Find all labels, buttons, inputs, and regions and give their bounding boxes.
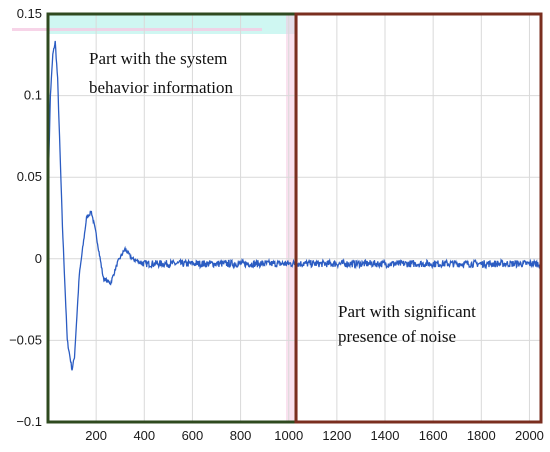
ticks: 200 400 600 800 1000 1200 1400 1600 1800 2000 −0.1…: [9, 6, 544, 443]
annotation-noise-line1: Part with significant: [338, 302, 476, 321]
x-tick-label: 600: [182, 428, 204, 443]
x-tick-label: 1600: [419, 428, 448, 443]
y-tick-label: 0.15: [17, 6, 42, 21]
annotation-system-line2: behavior information: [89, 78, 233, 97]
x-tick-label: 200: [85, 428, 107, 443]
x-tick-label: 1400: [371, 428, 400, 443]
x-tick-label: 1000: [274, 428, 303, 443]
y-tick-label: 0.1: [24, 88, 42, 103]
y-tick-label: 0: [35, 251, 42, 266]
x-tick-label: 400: [133, 428, 155, 443]
x-tick-label: 2000: [515, 428, 544, 443]
system-behavior-box: [46, 12, 298, 424]
y-tick-label: 0.05: [17, 169, 42, 184]
annotation-noise-line2: presence of noise: [338, 327, 456, 346]
y-tick-label: −0.05: [9, 332, 42, 347]
noise-box: [294, 12, 543, 424]
y-tick-label: −0.1: [16, 414, 42, 429]
pink-top-line: [12, 28, 262, 31]
annotation-system-line1: Part with the system: [89, 49, 227, 68]
x-tick-label: 800: [230, 428, 252, 443]
x-tick-label: 1800: [467, 428, 496, 443]
x-tick-label: 1200: [322, 428, 351, 443]
